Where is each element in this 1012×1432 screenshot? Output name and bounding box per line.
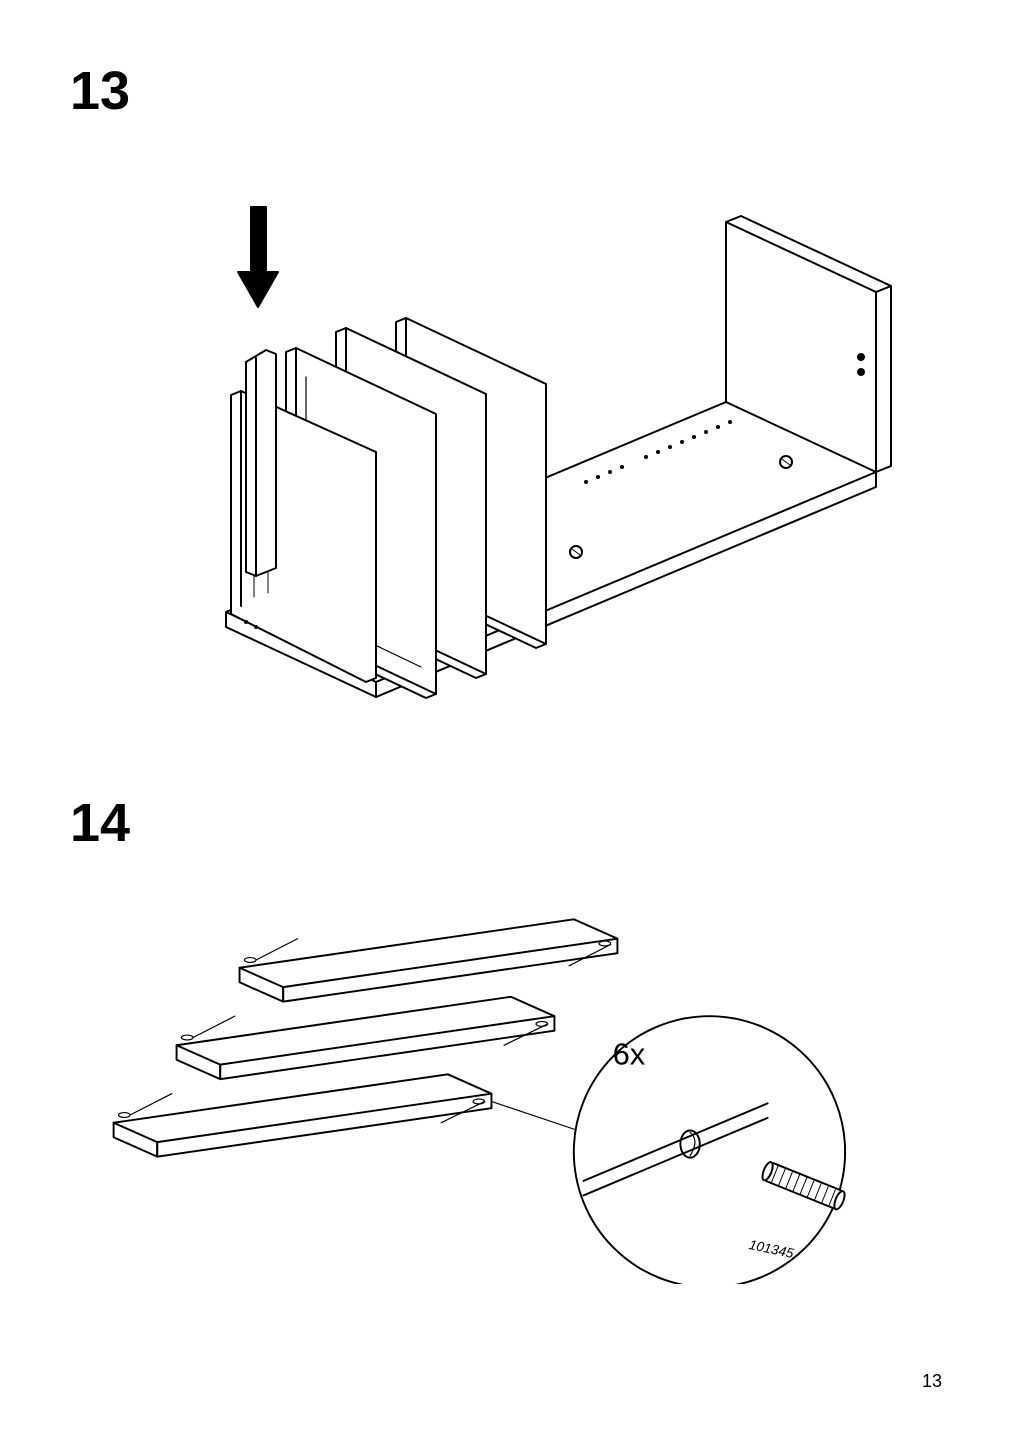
down-arrow-icon [238,207,278,307]
shelf-panel-2 [177,997,555,1079]
diagram-step-13 [70,152,942,712]
diagram-step-14: 6x 101345 [70,884,942,1264]
dowel-quantity-label: 6x [613,1037,646,1072]
step-number-13: 13 [70,60,942,122]
step-13-illustration [106,152,906,712]
shelf-panel-1 [114,1074,492,1156]
page-number: 13 [922,1371,942,1392]
step-number-14: 14 [70,792,942,854]
step-14-illustration: 6x 101345 [70,884,942,1284]
dowel-callout [491,1016,846,1284]
shelf-panel-3 [240,919,618,1001]
